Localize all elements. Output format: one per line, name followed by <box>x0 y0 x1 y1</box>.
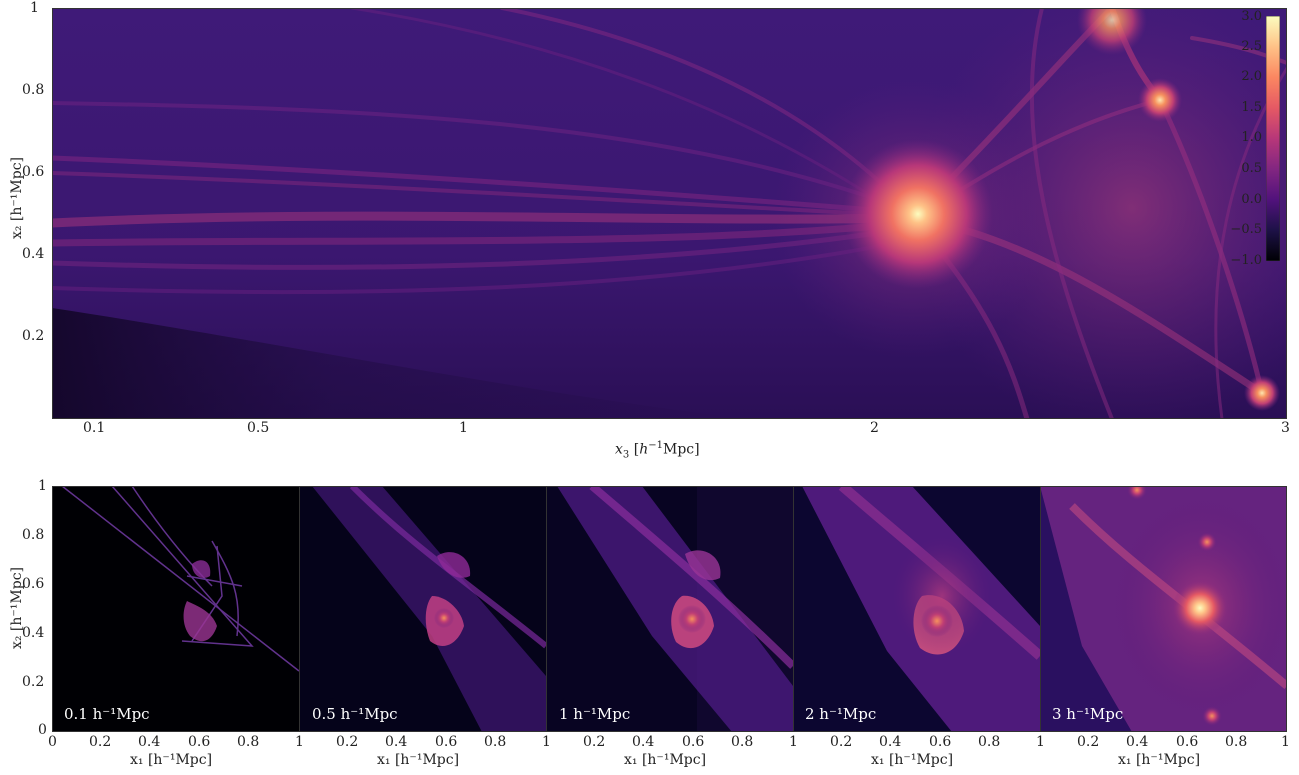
bottom-x-tick: 0.8 <box>978 734 1001 750</box>
colorbar-tick: −1.0 <box>1230 253 1262 268</box>
bottom-x-tick: 0.4 <box>632 734 655 750</box>
panel-divider <box>1040 486 1041 732</box>
top-y-axis-label: x₂ [h⁻¹Mpc] <box>9 156 25 240</box>
bottom-panel-3 <box>546 486 796 732</box>
panel-label: 2 h⁻¹Mpc <box>805 705 877 723</box>
bottom-panels-frame <box>52 486 1287 732</box>
bottom-y-tick: 0.2 <box>22 674 45 690</box>
top-y-tick: 1 <box>30 0 39 16</box>
top-x-tick: 1 <box>459 420 468 436</box>
bottom-x-tick: 0.6 <box>188 734 211 750</box>
bottom-x-tick: 0.8 <box>731 734 754 750</box>
bottom-panel-1 <box>52 486 300 732</box>
bottom-y-tick: 0 <box>38 722 47 738</box>
top-y-tick: 0.8 <box>22 82 45 98</box>
bottom-y-tick: 0.4 <box>22 625 45 641</box>
bottom-y-tick: 0.8 <box>22 527 45 543</box>
top-x-tick: 0.1 <box>83 420 106 436</box>
colorbar-tick: 0.5 <box>1241 161 1262 176</box>
panel-divider <box>546 486 547 732</box>
bottom-y-axis-label: x₂ [h⁻¹Mpc] <box>9 566 25 650</box>
top-x-tick: 0.5 <box>247 420 270 436</box>
colorbar-tick: 2.0 <box>1241 69 1262 84</box>
bottom-x-axis-label: x₁ [h⁻¹Mpc] <box>130 752 213 768</box>
bottom-x-tick: 0.2 <box>583 734 606 750</box>
bottom-x-tick: 0.6 <box>1176 734 1199 750</box>
colorbar-tick: −0.5 <box>1230 222 1262 237</box>
bottom-x-axis-label: x₁ [h⁻¹Mpc] <box>377 752 460 768</box>
bottom-x-tick: 1 <box>1281 734 1290 750</box>
panel-divider <box>299 486 300 732</box>
top-panel-frame <box>52 8 1287 419</box>
bottom-x-tick: 0 <box>48 734 57 750</box>
bottom-y-tick: 1 <box>38 478 47 494</box>
top-y-tick: 0.4 <box>22 246 45 262</box>
bottom-y-tick: 0.6 <box>22 576 45 592</box>
top-x-axis-label: x3 [h−1Mpc] <box>615 440 700 461</box>
bottom-x-tick: 0.8 <box>237 734 260 750</box>
top-x-tick: 3 <box>1281 420 1290 436</box>
bottom-panel-2 <box>299 486 548 732</box>
bottom-x-tick: 0.6 <box>682 734 705 750</box>
colorbar-tick: 1.0 <box>1241 130 1262 145</box>
bottom-x-tick: 0.4 <box>879 734 902 750</box>
panel-label: 0.1 h⁻¹Mpc <box>64 705 150 723</box>
bottom-x-tick: 1 <box>1036 734 1045 750</box>
bottom-x-axis-label: x₁ [h⁻¹Mpc] <box>1118 752 1201 768</box>
panel-label: 3 h⁻¹Mpc <box>1052 705 1124 723</box>
bottom-x-tick: 1 <box>789 734 798 750</box>
bottom-x-axis-label: x₁ [h⁻¹Mpc] <box>624 752 707 768</box>
panel-divider <box>793 486 794 732</box>
bottom-x-tick: 0.8 <box>1225 734 1248 750</box>
panel-label: 1 h⁻¹Mpc <box>559 705 631 723</box>
colorbar-tick: 2.5 <box>1241 39 1262 54</box>
bottom-x-tick: 0.2 <box>89 734 112 750</box>
colorbar <box>1266 16 1280 261</box>
colorbar-tick: 0.0 <box>1241 192 1262 207</box>
bottom-x-tick: 0.4 <box>138 734 161 750</box>
bottom-x-tick: 1 <box>542 734 551 750</box>
bottom-x-tick: 0.8 <box>484 734 507 750</box>
bottom-x-tick: 0.2 <box>1077 734 1100 750</box>
bottom-x-tick: 0.4 <box>385 734 408 750</box>
bottom-x-tick: 0.6 <box>929 734 952 750</box>
colorbar-tick: 1.5 <box>1241 100 1262 115</box>
bottom-density-maps <box>52 486 1287 732</box>
top-y-tick: 0.6 <box>22 164 45 180</box>
top-x-tick: 2 <box>870 420 879 436</box>
bottom-x-tick: 0.2 <box>830 734 853 750</box>
bottom-x-tick: 0.6 <box>435 734 458 750</box>
panel-label: 0.5 h⁻¹Mpc <box>312 705 398 723</box>
bottom-x-tick: 0.4 <box>1126 734 1149 750</box>
bottom-x-axis-label: x₁ [h⁻¹Mpc] <box>871 752 954 768</box>
top-y-tick: 0.2 <box>22 328 45 344</box>
bottom-x-tick: 0.2 <box>336 734 359 750</box>
bottom-x-tick: 1 <box>295 734 304 750</box>
bottom-panel-5 <box>1040 486 1287 732</box>
colorbar-tick: 3.0 <box>1241 9 1262 24</box>
bottom-panel-4 <box>793 486 1044 732</box>
